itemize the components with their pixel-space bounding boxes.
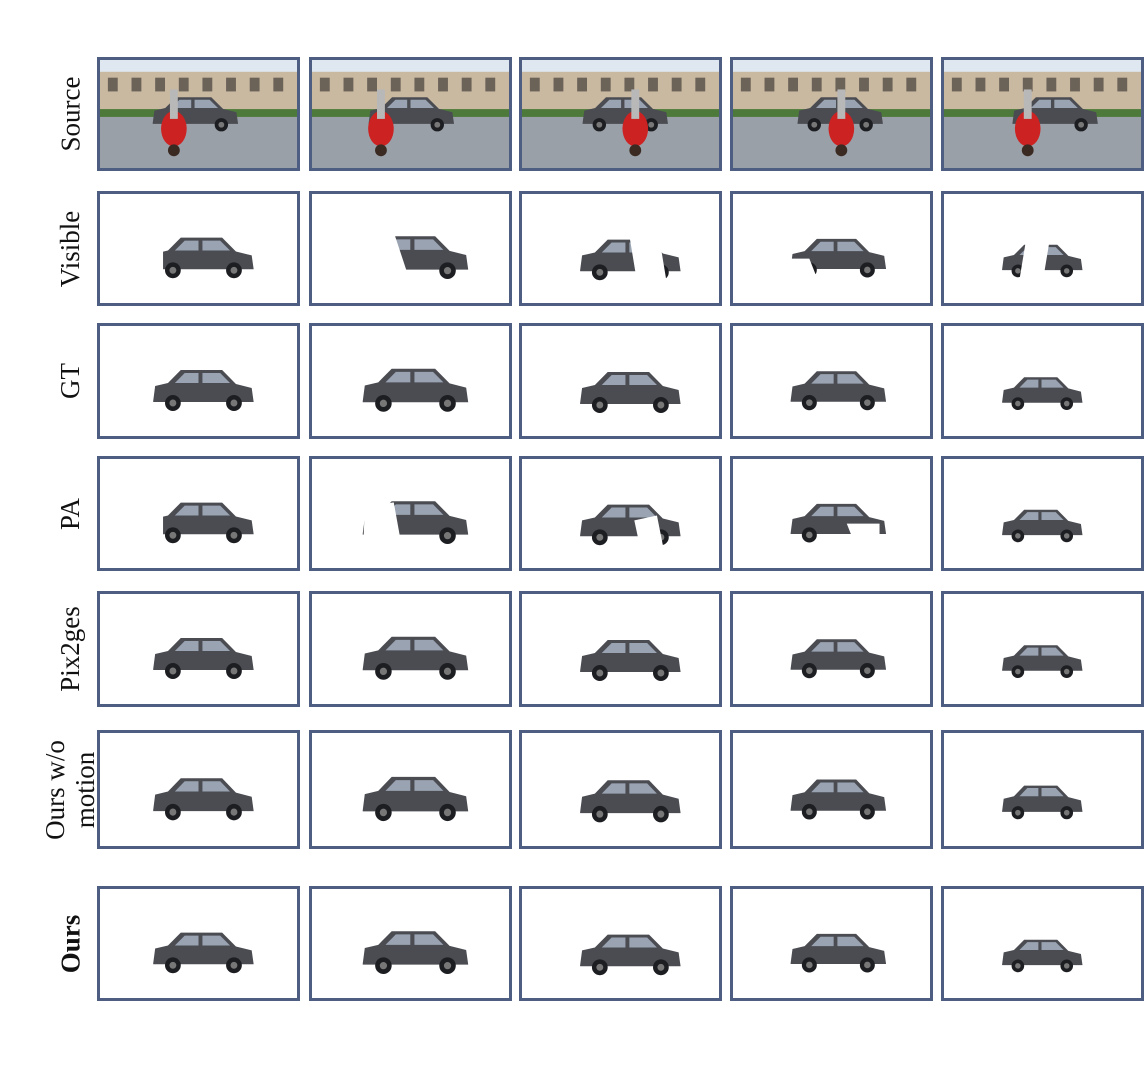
panel-image <box>790 779 887 820</box>
row-label-pa: PA <box>40 456 100 571</box>
panel-visible-4 <box>730 191 933 306</box>
panel-pix2ges-1 <box>97 591 300 707</box>
panel-wo_motion-3 <box>519 730 722 849</box>
row-label-ours: Ours <box>40 886 100 1001</box>
panel-image <box>1002 785 1083 820</box>
panel-pix2ges-2 <box>309 591 512 707</box>
panel-image <box>357 232 469 295</box>
panel-pa-4 <box>730 456 933 571</box>
panel-gt-1 <box>97 323 300 439</box>
panel-image <box>362 636 469 680</box>
panel-image <box>580 504 681 553</box>
panel-image <box>312 60 509 168</box>
row-label-source: Source <box>40 57 100 171</box>
panel-image <box>944 60 1141 168</box>
panel-wo_motion-1 <box>97 730 300 849</box>
panel-pa-3 <box>519 456 722 571</box>
panel-image <box>733 60 930 168</box>
panel-image <box>790 503 887 548</box>
row-label-text: Pix2ges <box>55 606 86 692</box>
panel-pix2ges-3 <box>519 591 722 707</box>
panel-ours-2 <box>309 886 512 1001</box>
panel-image <box>123 223 254 294</box>
row-label-text: Ours <box>54 914 85 973</box>
panel-pix2ges-5 <box>941 591 1144 707</box>
panel-ours-5 <box>941 886 1144 1001</box>
panel-wo_motion-2 <box>309 730 512 849</box>
panel-image <box>153 932 254 974</box>
panel-image <box>790 639 887 679</box>
row-label-visible: Visible <box>40 191 100 306</box>
panel-visible-2 <box>309 191 512 306</box>
panel-pa-2 <box>309 456 512 571</box>
row-label-pix2ges: Pix2ges <box>40 591 100 707</box>
row-label-text: PA <box>54 497 85 530</box>
panel-pix2ges-4 <box>730 591 933 707</box>
panel-image <box>790 933 887 973</box>
panel-source-4 <box>730 57 933 171</box>
panel-ours-1 <box>97 886 300 1001</box>
panel-source-3 <box>519 57 722 171</box>
panel-wo_motion-4 <box>730 730 933 849</box>
panel-image <box>362 776 469 822</box>
row-label-text: Visible <box>55 210 85 287</box>
panel-image <box>153 638 254 679</box>
row-label-text: Ours w/o motion <box>40 739 100 840</box>
panel-image <box>790 371 887 411</box>
row-label-text: GT <box>55 363 85 399</box>
panel-gt-2 <box>309 323 512 439</box>
panel-image <box>1002 645 1083 678</box>
panel-gt-4 <box>730 323 933 439</box>
panel-source-1 <box>97 57 300 171</box>
panel-ours-3 <box>519 886 722 1001</box>
row-label-wo_motion: Ours w/o motion <box>40 730 100 849</box>
panel-image <box>580 372 681 413</box>
panel-ours-4 <box>730 886 933 1001</box>
panel-image <box>362 501 469 560</box>
panel-image <box>580 934 681 976</box>
panel-image <box>781 238 887 283</box>
panel-image <box>153 778 254 821</box>
panel-image <box>580 235 681 296</box>
row-label-text: Source <box>55 76 86 152</box>
panel-image <box>100 60 297 168</box>
panel-pa-5 <box>941 456 1144 571</box>
row-label-gt: GT <box>40 323 100 439</box>
panel-image <box>1002 241 1083 290</box>
panel-source-5 <box>941 57 1144 171</box>
panel-image <box>362 931 469 974</box>
panel-visible-3 <box>519 191 722 306</box>
panel-gt-5 <box>941 323 1144 439</box>
panel-visible-1 <box>97 191 300 306</box>
panel-image <box>580 780 681 823</box>
panel-image <box>153 370 254 411</box>
panel-source-2 <box>309 57 512 171</box>
panel-image <box>1002 939 1083 973</box>
panel-image <box>1002 509 1083 543</box>
panel-gt-3 <box>519 323 722 439</box>
panel-image <box>362 368 469 412</box>
panel-wo_motion-5 <box>941 730 1144 849</box>
panel-image <box>123 488 254 559</box>
panel-pa-1 <box>97 456 300 571</box>
panel-image <box>522 60 719 168</box>
panel-visible-5 <box>941 191 1144 306</box>
panel-image <box>580 640 681 681</box>
panel-image <box>1002 377 1083 410</box>
